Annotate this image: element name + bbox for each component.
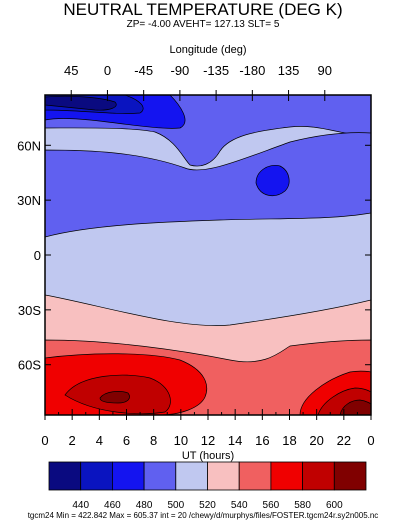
colorbar-swatch [143,461,177,491]
colorbar-swatch [112,461,145,491]
contour-bands [45,95,371,415]
colorbar-label: 460 [104,500,121,511]
band-top-a [99,391,130,404]
x-tick-label: 8 [150,433,157,448]
chart-subtitle: ZP= -4.00 AVEHT= 127.13 SLT= 5 [127,19,280,30]
colorbar-swatch [270,461,303,491]
band-500-480-b [45,132,371,238]
colorbar-swatch [48,461,82,491]
colorbar-label: 520 [199,500,216,511]
top-axis-label: Longitude (deg) [169,44,246,56]
top-axis-ticks: 45 0 -45 -90 -135 -180 135 90 [64,63,332,101]
top-tick-label: 45 [64,63,78,78]
colorbar-swatch [80,461,113,491]
x-tick-label: 10 [174,433,188,448]
top-tick-label: 135 [278,63,300,78]
x-tick-label: 22 [337,433,351,448]
x-tick-label: 0 [41,433,48,448]
top-tick-label: -45 [134,63,153,78]
bottom-axis-ticks: 0 2 4 6 8 10 12 14 16 18 20 22 0 [41,409,375,448]
x-tick-label: 2 [69,433,76,448]
left-axis-ticks: 60N 30N 0 30S 60S [17,138,371,373]
band-440 [45,95,117,111]
top-tick-label: -90 [170,63,189,78]
x-tick-label: 16 [255,433,269,448]
colorbar-label: 440 [72,500,89,511]
colorbar-swatch [175,461,208,491]
y-tick-label: 60S [18,358,41,373]
x-tick-label: 6 [123,433,130,448]
x-axis-label: UT (hours) [182,450,234,462]
colorbar-label: 540 [231,500,248,511]
colorbar-label: 600 [326,500,343,511]
y-tick-label: 0 [34,248,41,263]
y-tick-label: 30S [18,303,41,318]
colorbar-label: 500 [167,500,184,511]
colorbar-label: 560 [263,500,280,511]
x-tick-label: 18 [282,433,296,448]
x-tick-label: 12 [201,433,215,448]
colorbar-swatch [333,461,367,491]
top-tick-label: -135 [203,63,229,78]
top-tick-label: 90 [318,63,332,78]
colorbar-swatch [302,461,335,491]
colorbar-swatch [207,461,240,491]
band-480-b [255,164,290,197]
colorbar-label: 480 [136,500,153,511]
x-tick-label: 14 [228,433,242,448]
x-tick-label: 4 [96,433,103,448]
colorbar [48,461,367,491]
colorbar-labels: 440 460 480 500 520 540 560 580 600 [72,500,343,511]
x-tick-label: 20 [309,433,323,448]
top-tick-label: 0 [104,63,111,78]
colorbar-swatch [238,461,272,491]
top-tick-label: -180 [239,63,265,78]
x-tick-label: 0 [367,433,374,448]
colorbar-label: 580 [294,500,311,511]
chart-title: NEUTRAL TEMPERATURE (DEG K) [63,0,342,19]
y-tick-label: 30N [17,193,41,208]
y-tick-label: 60N [17,138,41,153]
footer-text: tgcm24 Min = 422.842 Max = 605.37 int = … [28,511,379,520]
